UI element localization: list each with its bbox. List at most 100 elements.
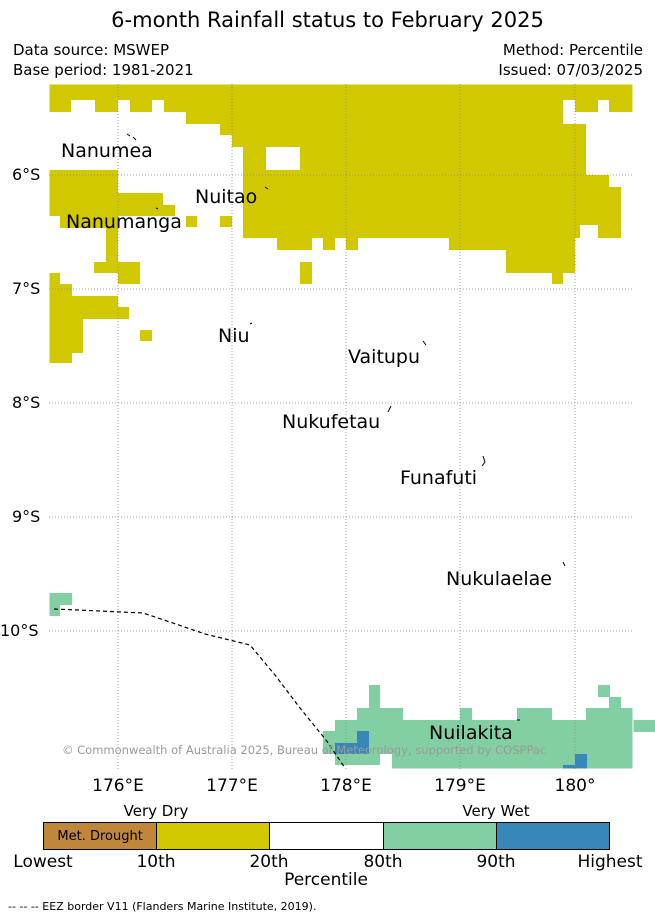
- graticule: [49, 84, 633, 769]
- colorbar-very-wet: [496, 823, 610, 849]
- very-dry-cell: [106, 216, 118, 262]
- island-label-vaitupu: Vaitupu: [348, 346, 421, 368]
- island-label-funafuti: Funafuti: [400, 467, 478, 489]
- very-dry-cell: [220, 124, 586, 135]
- very-dry-cell: [323, 238, 335, 250]
- very-wet-cell: [335, 743, 369, 754]
- very-dry-cell: [186, 216, 197, 227]
- island-shape-nuitao: [264, 186, 269, 190]
- very-dry-cell: [164, 100, 186, 112]
- very-dry-cell: [118, 193, 163, 216]
- colorbar-met-drought: Met. Drought: [44, 823, 158, 849]
- very-dry-cell: [186, 100, 563, 124]
- colorbar-tick: Highest: [577, 852, 643, 872]
- island-shape-nanumea: [126, 133, 131, 137]
- wet-cell: [357, 708, 403, 720]
- very-dry-cell: [163, 205, 175, 216]
- colorbar-tick: 90th: [476, 852, 516, 872]
- very-dry-cell: [243, 225, 580, 238]
- colorbar-met-drought-label: Met. Drought: [57, 828, 143, 844]
- eez-border: [53, 608, 346, 769]
- colorbar-wet: [383, 823, 497, 849]
- colorbar-axis-label: Percentile: [284, 870, 368, 890]
- very-dry-cell: [449, 238, 575, 250]
- rainfall-percentile-grid: [48, 83, 655, 770]
- very-dry-cell: [609, 100, 633, 112]
- wet-cell: [323, 731, 633, 743]
- copyright-notice: © Commonwealth of Australia 2025, Bureau…: [62, 743, 547, 757]
- very-dry-cell: [300, 262, 312, 284]
- island-shape-niu: [249, 322, 253, 325]
- very-dry-cell: [118, 307, 129, 319]
- very-dry-cell: [220, 216, 232, 227]
- lon-label: 176°E: [92, 776, 144, 796]
- colorbar-normal: [270, 823, 384, 849]
- wet-cell: [369, 685, 380, 708]
- wet-cell: [335, 754, 380, 765]
- wet-cell: [323, 743, 633, 754]
- lon-label: 180°: [554, 776, 596, 796]
- very-dry-cell: [552, 273, 563, 284]
- very-dry-cell: [140, 330, 152, 341]
- wet-cell: [517, 708, 552, 720]
- colorbar-tick: 80th: [363, 852, 403, 872]
- map-frame: [48, 83, 634, 770]
- very-dry-cell: [49, 84, 633, 100]
- very-dry-cell: [118, 262, 140, 284]
- eez-legend-note: -- -- -- EEZ border V11 (Flanders Marine…: [8, 900, 317, 913]
- island-shape-vaitupu: [422, 340, 427, 346]
- island-label-nukufetau: Nukufetau: [282, 411, 381, 433]
- issued-date: Issued: 07/03/2025: [498, 61, 643, 79]
- island-label-niu: Niu: [218, 325, 250, 347]
- island-label-nuilakita: Nuilakita: [429, 722, 513, 744]
- island-shape-nukulaelae: [562, 561, 566, 567]
- colorbar: Met. Drought: [43, 822, 610, 850]
- very-wet-cell: [575, 754, 587, 769]
- map-title: 6-month Rainfall status to February 2025: [111, 8, 544, 32]
- island-label-nanumea: Nanumea: [61, 140, 153, 162]
- lat-label: 10°S: [0, 621, 39, 640]
- island-shape-nanumea-2: [132, 136, 137, 141]
- island-label-nukulaelae: Nukulaelae: [446, 568, 552, 590]
- data-source: Data source: MSWEP: [13, 41, 170, 59]
- colorbar-very-dry-label: Very Dry: [123, 802, 189, 820]
- colorbar-very-wet-label: Very Wet: [462, 802, 530, 820]
- normal-cell: [266, 147, 300, 170]
- lon-label: 178°E: [320, 776, 372, 796]
- wet-cell: [460, 708, 472, 720]
- very-dry-cell: [95, 100, 118, 112]
- island-label-nuitao: Nuitao: [195, 186, 258, 208]
- very-wet-cell: [563, 765, 575, 769]
- very-dry-cell: [346, 238, 358, 250]
- colorbar-tick: Lowest: [13, 852, 73, 872]
- island-shape-nanumanga: [155, 207, 159, 210]
- very-dry-cell: [49, 170, 118, 216]
- very-dry-cell: [72, 296, 83, 353]
- very-dry-cell: [60, 216, 106, 228]
- very-dry-cell: [130, 100, 152, 112]
- very-dry-cell: [575, 100, 598, 112]
- base-period: Base period: 1981-2021: [13, 61, 194, 79]
- lat-label: 6°S: [12, 165, 41, 184]
- wet-cell: [598, 685, 610, 697]
- very-dry-cell: [60, 284, 72, 363]
- very-dry-cell: [232, 135, 586, 147]
- wet-cell: [483, 720, 506, 732]
- lon-label: 179°E: [434, 776, 486, 796]
- lat-label: 9°S: [12, 507, 41, 526]
- wet-cell: [49, 605, 60, 616]
- very-dry-cell: [243, 147, 586, 175]
- colorbar-very-dry: [157, 823, 271, 849]
- wet-cell: [586, 708, 633, 720]
- island-shape-funafuti: [481, 455, 486, 467]
- island-label-nanumanga: Nanumanga: [66, 211, 182, 233]
- lat-label: 7°S: [12, 279, 41, 298]
- lon-label: 177°E: [206, 776, 258, 796]
- very-dry-cell: [598, 175, 609, 187]
- island-shape-nukufetau: [387, 405, 392, 413]
- very-dry-cell: [506, 250, 575, 273]
- method: Method: Percentile: [502, 41, 643, 59]
- very-dry-cell: [94, 262, 118, 273]
- very-dry-cell: [243, 175, 598, 225]
